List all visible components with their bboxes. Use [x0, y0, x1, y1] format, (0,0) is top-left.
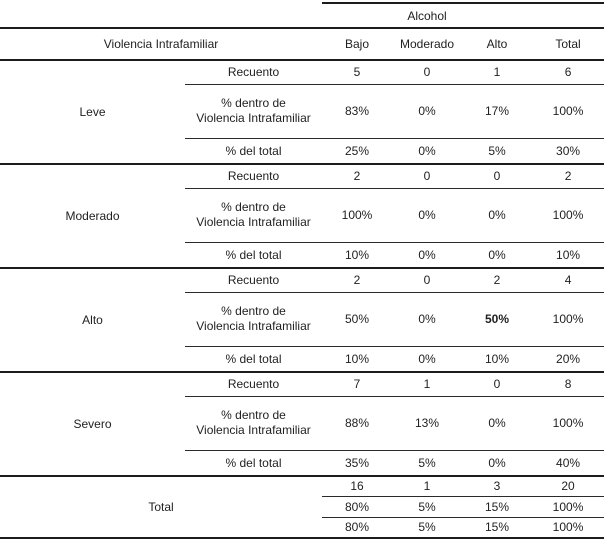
table-cell: 50%	[322, 292, 392, 347]
table-cell: 100%	[532, 396, 605, 451]
table-cell: 100%	[532, 188, 605, 243]
table-cell: 100%	[532, 517, 605, 539]
table-cell: 83%	[322, 84, 392, 139]
stat-label-pct-total: % del total	[185, 242, 322, 269]
row-category-leve: Leve	[0, 60, 185, 165]
table-cell: 15%	[462, 496, 533, 518]
table-cell-emphasized: 50%	[462, 292, 533, 347]
table-cell: 7	[322, 372, 392, 397]
stat-label-count: Recuento	[185, 372, 322, 397]
row-group-title: Violencia Intrafamiliar	[0, 28, 322, 61]
stat-label-line: % dentro de	[221, 408, 286, 422]
table-cell: 10%	[322, 242, 392, 269]
table-cell: 2	[462, 268, 533, 293]
column-header-alto: Alto	[462, 28, 533, 61]
stat-label-pct-within: % dentro de Violencia Intrafamiliar	[185, 188, 322, 243]
column-header-bajo: Bajo	[322, 28, 392, 61]
table-cell: 3	[462, 476, 533, 497]
row-category-alto: Alto	[0, 268, 185, 373]
table-cell: 0%	[462, 188, 533, 243]
column-group-title: Alcohol	[322, 2, 533, 29]
table-cell: 2	[322, 164, 392, 189]
stat-label-pct-within: % dentro de Violencia Intrafamiliar	[185, 396, 322, 451]
table-cell: 6	[532, 60, 605, 85]
stat-label-count: Recuento	[185, 164, 322, 189]
stat-label-line: % dentro de	[221, 200, 286, 214]
table-cell: 5%	[392, 496, 462, 518]
column-header-total: Total	[532, 28, 605, 61]
table-cell: 0	[392, 164, 462, 189]
stat-label-pct-total: % del total	[185, 450, 322, 477]
table-cell: 2	[322, 268, 392, 293]
table-cell: 13%	[392, 396, 462, 451]
table-cell: 5	[322, 60, 392, 85]
table-cell: 20	[532, 476, 605, 497]
table-cell: 5%	[392, 517, 462, 539]
stat-label-pct-total: % del total	[185, 138, 322, 165]
table-cell: 0%	[392, 292, 462, 347]
table-cell: 88%	[322, 396, 392, 451]
table-cell: 0	[392, 60, 462, 85]
table-cell: 0%	[462, 450, 533, 477]
stat-label-count: Recuento	[185, 268, 322, 293]
table-cell: 10%	[532, 242, 605, 269]
table-cell: 0%	[392, 242, 462, 269]
table-cell: 100%	[532, 292, 605, 347]
table-cell: 10%	[462, 346, 533, 373]
table-cell: 5%	[392, 450, 462, 477]
table-cell: 15%	[462, 517, 533, 539]
stat-label-pct-within: % dentro de Violencia Intrafamiliar	[185, 84, 322, 139]
stat-label-pct-total: % del total	[185, 346, 322, 373]
table-cell: 4	[532, 268, 605, 293]
table-cell: 0%	[462, 396, 533, 451]
table-cell: 100%	[532, 84, 605, 139]
table-cell: 100%	[322, 188, 392, 243]
table-cell: 2	[532, 164, 605, 189]
stat-label-line: % dentro de	[221, 304, 286, 318]
table-cell: 0	[392, 268, 462, 293]
table-cell: 16	[322, 476, 392, 497]
table-cell: 10%	[322, 346, 392, 373]
table-cell: 25%	[322, 138, 392, 165]
column-header-moderado: Moderado	[392, 28, 462, 61]
table-cell: 0%	[462, 242, 533, 269]
table-cell: 100%	[532, 496, 605, 518]
spacer-cell	[0, 3, 322, 29]
stat-label-line: Violencia Intrafamiliar	[196, 319, 311, 333]
table-cell: 0%	[392, 84, 462, 139]
table-cell: 30%	[532, 138, 605, 165]
table-cell: 8	[532, 372, 605, 397]
table-cell: 20%	[532, 346, 605, 373]
table-cell: 1	[462, 60, 533, 85]
row-category-severo: Severo	[0, 372, 185, 477]
table-cell: 0%	[392, 138, 462, 165]
table-cell: 40%	[532, 450, 605, 477]
table-cell: 0%	[392, 346, 462, 373]
table-cell: 1	[392, 476, 462, 497]
table-cell: 80%	[322, 496, 392, 518]
stat-label-line: Violencia Intrafamiliar	[196, 423, 311, 437]
stat-label-line: % dentro de	[221, 96, 286, 110]
table-cell: 0	[462, 372, 533, 397]
table-cell: 1	[392, 372, 462, 397]
table-cell: 5%	[462, 138, 533, 165]
table-cell: 35%	[322, 450, 392, 477]
table-cell: 17%	[462, 84, 533, 139]
stat-label-pct-within: % dentro de Violencia Intrafamiliar	[185, 292, 322, 347]
table-cell: 0%	[392, 188, 462, 243]
stat-label-line: Violencia Intrafamiliar	[196, 111, 311, 125]
row-category-moderado: Moderado	[0, 164, 185, 269]
spacer-cell	[532, 2, 605, 29]
table-cell: 0	[462, 164, 533, 189]
stat-label-count: Recuento	[185, 60, 322, 85]
table-cell: 80%	[322, 517, 392, 539]
stat-label-line: Violencia Intrafamiliar	[196, 215, 311, 229]
row-category-total: Total	[0, 476, 322, 539]
